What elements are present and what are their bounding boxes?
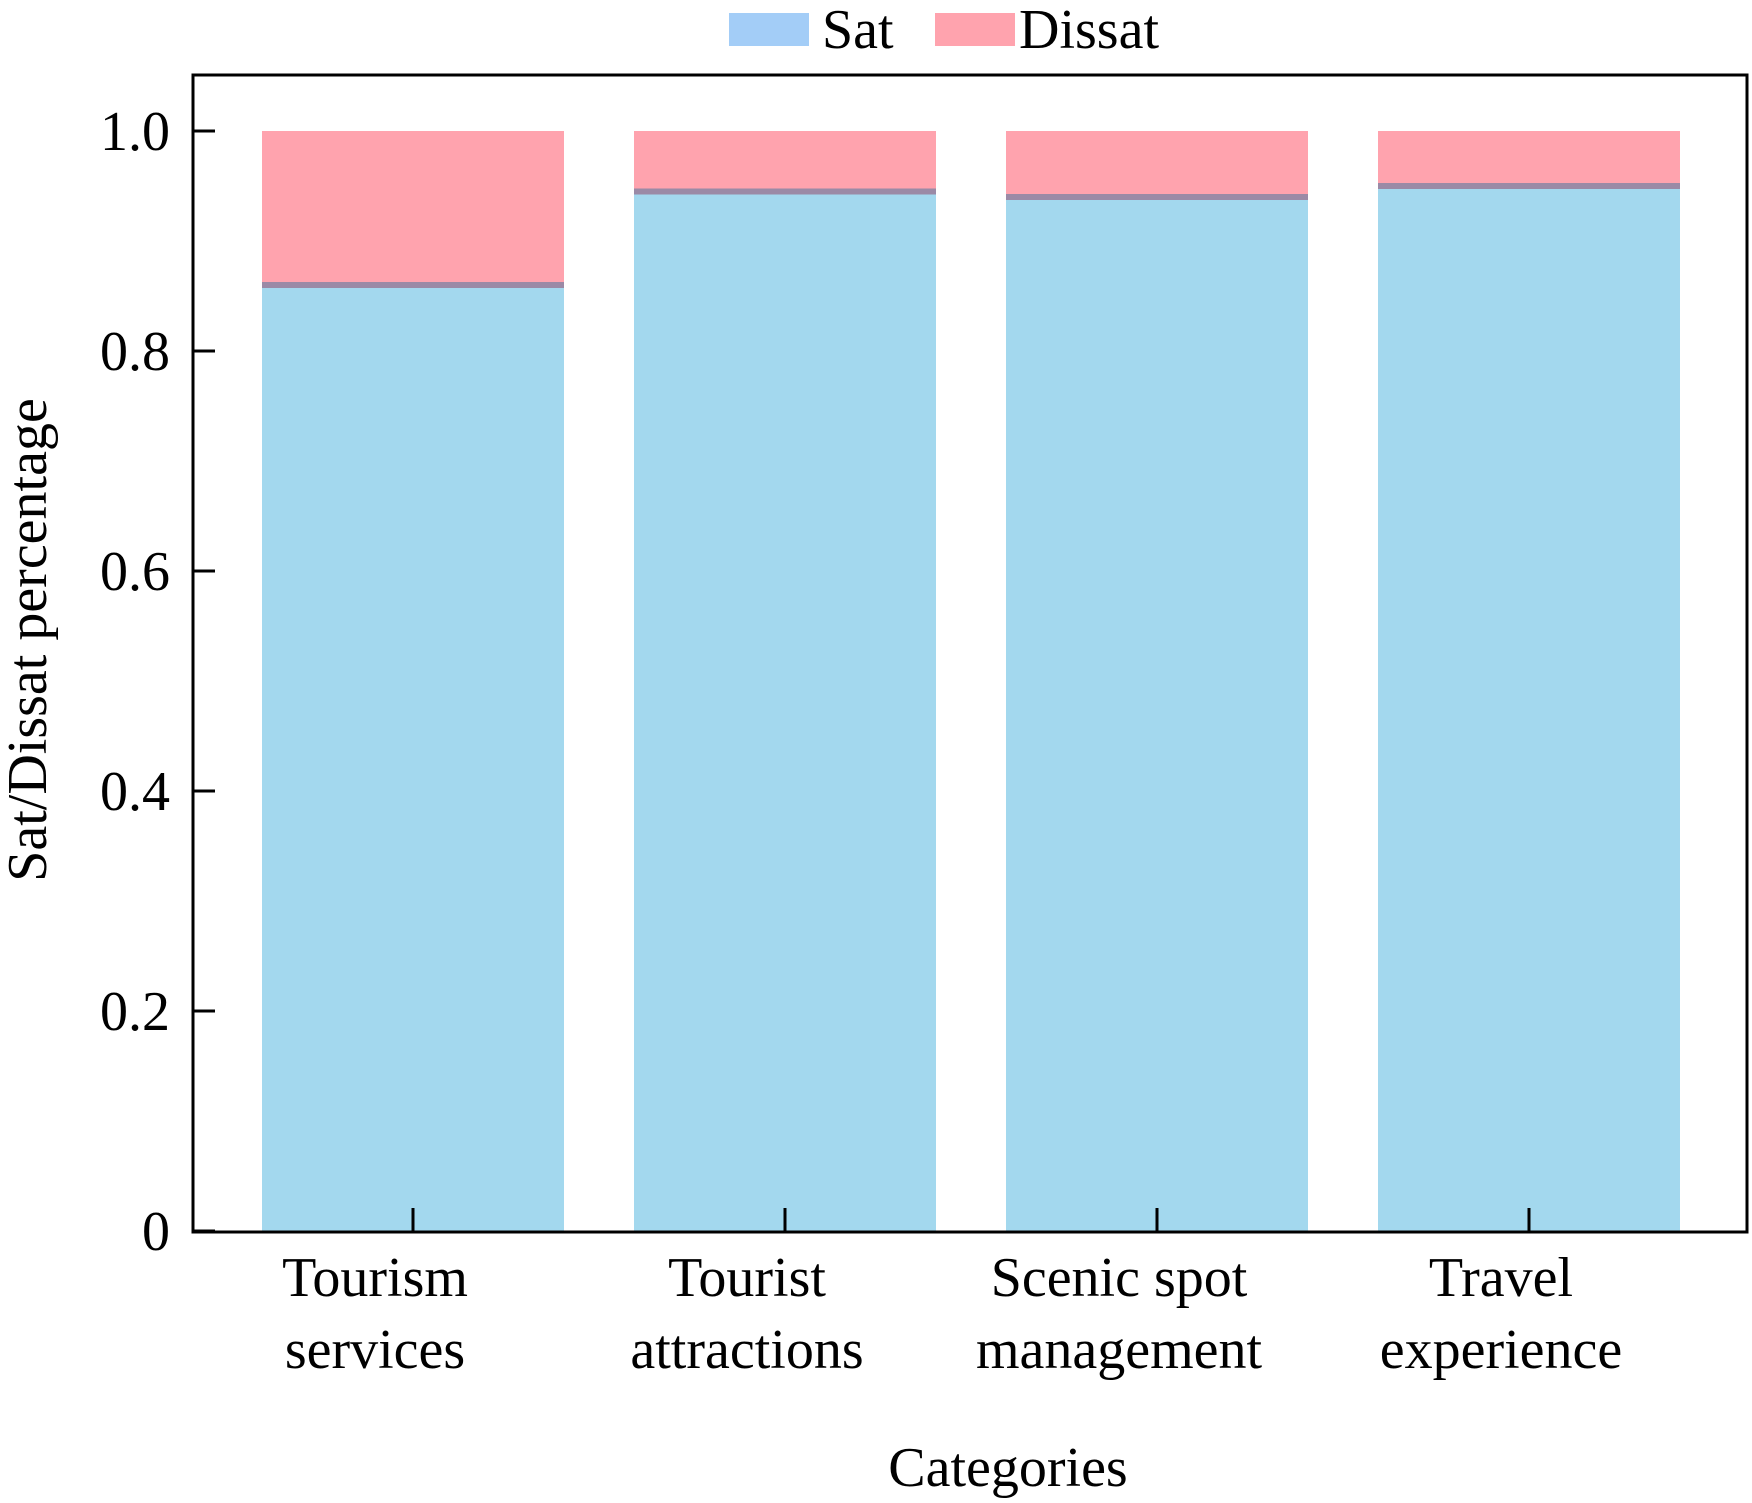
- y-tick-label: 0.2: [100, 981, 170, 1043]
- segment-boundary-3: [1006, 194, 1308, 200]
- x-category-label: experience: [1380, 1319, 1622, 1381]
- bar-dissat-2: [634, 131, 936, 192]
- y-tick-label: 0: [142, 1201, 170, 1263]
- x-category-label: services: [285, 1319, 465, 1381]
- x-category-label: attractions: [630, 1319, 863, 1381]
- bar-dissat-3: [1006, 131, 1308, 197]
- y-tick-label: 0.6: [100, 541, 170, 603]
- legend-label-sat: Sat: [822, 0, 894, 61]
- y-tick-label: 1.0: [100, 101, 170, 163]
- legend-swatch-sat: [729, 13, 809, 46]
- segment-boundary-2: [634, 188, 936, 195]
- x-category-label: management: [976, 1319, 1263, 1381]
- x-axis-title: Categories: [888, 1437, 1127, 1499]
- bar-sat-2: [634, 191, 936, 1231]
- legend-swatch-dissat: [935, 13, 1015, 46]
- segment-boundary-4: [1378, 183, 1680, 189]
- x-category-label: Tourism: [282, 1247, 468, 1309]
- y-tick-label: 0.4: [100, 761, 170, 823]
- legend-label-dissat: Dissat: [1019, 0, 1159, 61]
- y-tick-label: 0.8: [100, 321, 170, 383]
- x-category-label: Scenic spot: [991, 1247, 1248, 1309]
- x-category-label: Travel: [1429, 1247, 1573, 1309]
- plot-frame: [191, 73, 1749, 1234]
- bar-dissat-1: [262, 131, 564, 285]
- x-category-label: Tourist: [668, 1247, 826, 1309]
- bar-sat-1: [262, 285, 564, 1231]
- y-axis-title: Sat/Dissat percentage: [0, 398, 59, 882]
- bar-sat-3: [1006, 197, 1308, 1231]
- x-axis: Tourism services Tourist attractions Scenic …: [282, 1208, 1622, 1381]
- legend: Sat Dissat: [729, 0, 1159, 61]
- bars-group: [262, 131, 1680, 1231]
- bar-dissat-4: [1378, 131, 1680, 186]
- segment-boundary-1: [262, 282, 564, 288]
- bar-sat-4: [1378, 186, 1680, 1231]
- y-axis: 0 0.2 0.4 0.6 0.8 1.0: [100, 101, 215, 1263]
